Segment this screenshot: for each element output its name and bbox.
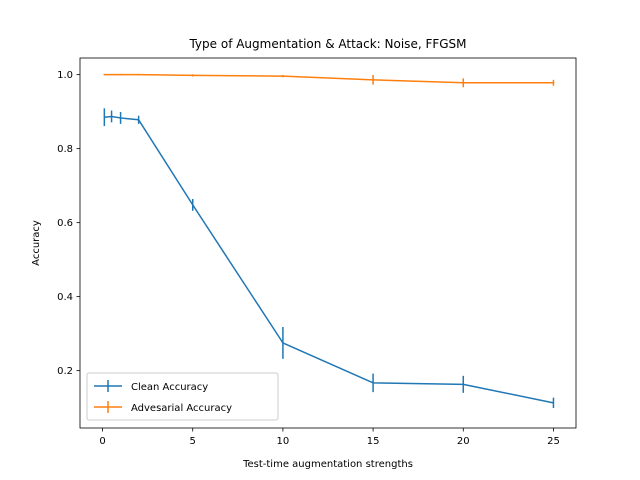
plot-area (80, 58, 576, 428)
x-tick-label: 15 (367, 436, 380, 447)
legend: Clean Accuracy Advesarial Accuracy (86, 372, 279, 421)
x-tick-label: 20 (457, 436, 470, 447)
x-tick-label: 25 (547, 436, 560, 447)
x-axis-ticks: 0 5 10 15 20 25 (99, 428, 560, 447)
x-tick-label: 10 (277, 436, 290, 447)
x-tick-label: 0 (99, 436, 105, 447)
y-tick-label: 0.6 (57, 218, 73, 229)
y-tick-label: 0.4 (57, 292, 73, 303)
series-clean (103, 108, 555, 409)
series-layer (103, 73, 555, 409)
series-adversarial (103, 73, 555, 88)
plot-frame (79, 57, 577, 429)
x-tick-label: 5 (190, 436, 196, 447)
y-tick-label: 0.2 (57, 366, 73, 377)
legend-label-clean: Clean Accuracy (131, 382, 208, 393)
y-tick-label: 1.0 (57, 70, 73, 81)
legend-label-adversarial: Advesarial Accuracy (131, 403, 232, 414)
y-axis-ticks: 0.2 0.4 0.6 0.8 1.0 (57, 70, 80, 377)
x-axis-label: Test-time augmentation strengths (242, 459, 413, 470)
chart-title: Type of Augmentation & Attack: Noise, FF… (188, 37, 466, 51)
y-tick-label: 0.8 (57, 144, 73, 155)
y-axis-label: Accuracy (31, 220, 42, 266)
legend-box (86, 372, 279, 421)
